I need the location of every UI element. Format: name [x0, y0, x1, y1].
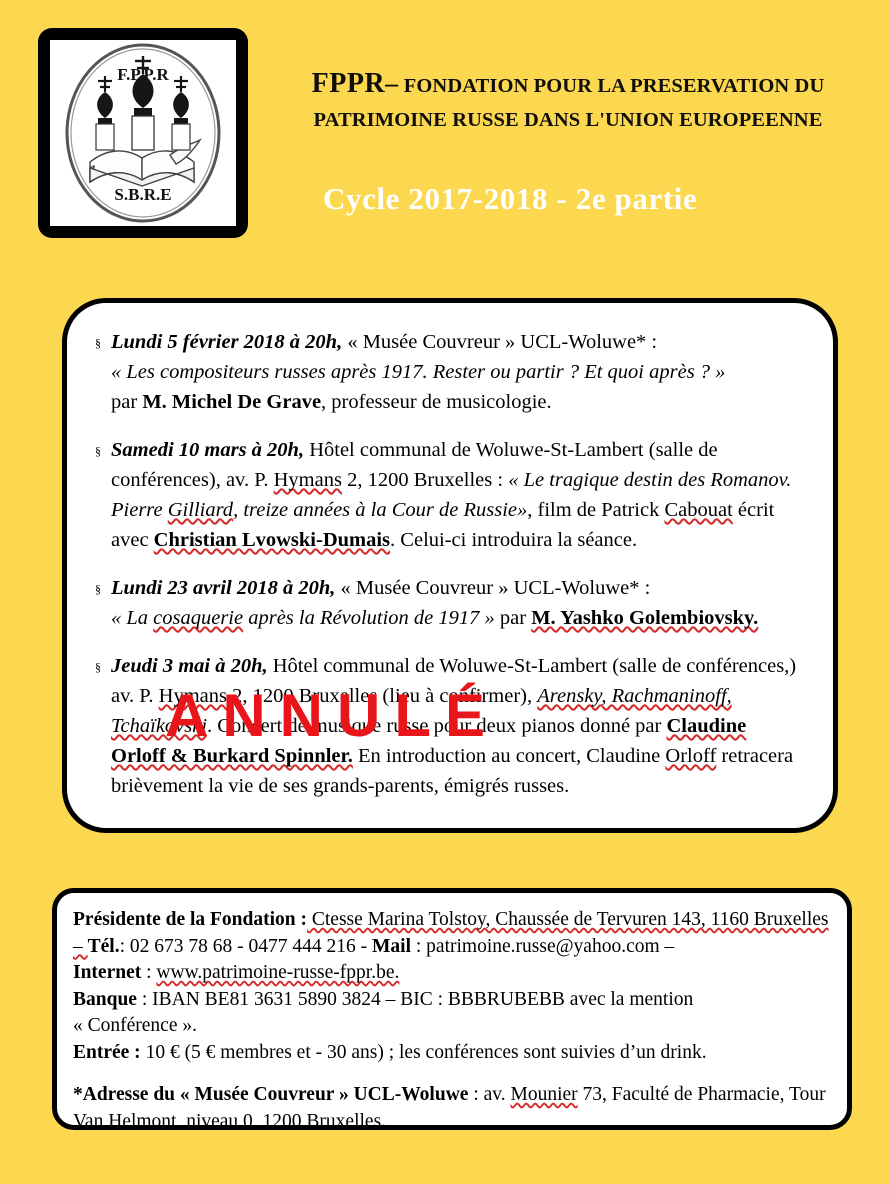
president-line: Présidente de la Fondation : Ctesse Mari…: [73, 907, 829, 960]
event-text-run: « Les compositeurs russes après 1917. Re…: [111, 361, 726, 383]
venue-street: Mounier: [510, 1084, 578, 1105]
event-text-run: Hymans: [273, 469, 342, 491]
event-datetime: Lundi 23 avril 2018 à 20h,: [111, 577, 336, 599]
event-text-run: Gilliard: [167, 499, 234, 521]
bank-mention-line: « Conférence ».: [73, 1015, 197, 1036]
event-item: § Jeudi 3 mai à 20h, Hôtel communal de Wo…: [85, 651, 803, 801]
event-text-run: « Musée Couvreur » UCL-Woluwe* :: [335, 577, 651, 599]
event-text-run: Cabouat: [664, 499, 733, 521]
organisation-title: FPPR– FONDATION POUR LA PRESERVATION DU …: [303, 64, 833, 135]
event-item: § Lundi 5 février 2018 à 20h, « Musée Cou…: [85, 327, 803, 417]
section-bullet-icon: §: [95, 336, 101, 350]
event-item: § Lundi 23 avril 2018 à 20h, « Musée Couv…: [85, 573, 803, 633]
fppr-logo: F.P.P.R: [38, 28, 248, 238]
cycle-subtitle: Cycle 2017-2018 - 2e partie: [323, 180, 698, 216]
event-datetime: Lundi 5 février 2018 à 20h,: [111, 331, 343, 353]
event-text-run: Arensky, Rachmaninoff, Tchaïkovski: [111, 685, 732, 737]
event-text-run: « La: [111, 607, 154, 629]
events-card: § Lundi 5 février 2018 à 20h, « Musée Cou…: [62, 298, 838, 833]
logo-bottom-label: S.B.R.E: [114, 185, 171, 204]
event-text: Samedi 10 mars à 20h, Hôtel communal de …: [111, 435, 803, 555]
tel-value: : 02 673 78 68 - 0477 444 216 -: [119, 935, 372, 957]
venue-address-value: 73, Faculté de Pharmacie, Tour Van Helmo…: [73, 1084, 826, 1130]
event-text-run: Hôtel communal de Woluwe-St-Lambert (sal…: [111, 655, 797, 707]
event-text-run: , professeur de musicologie.: [321, 391, 552, 413]
event-text-run: « Musée Couvreur » UCL-Woluwe* :: [342, 331, 658, 353]
event-text-run: M. Michel De Grave: [142, 391, 322, 413]
internet-label: Internet: [73, 962, 142, 983]
org-name-line1: FONDATION POUR LA PRESERVATION DU: [403, 75, 825, 97]
internet-separator: :: [141, 962, 157, 983]
president-name: Ctesse Marina Tolstoy, Chaussée de Tervu…: [73, 909, 829, 957]
event-text-run: par: [111, 391, 143, 413]
footer-spacer: [73, 1066, 829, 1082]
venue-address-line: *Adresse du « Musée Couvreur » UCL-Woluw…: [73, 1082, 829, 1130]
president-label: Présidente de la Fondation :: [73, 909, 307, 930]
venue-address-separator: : av.: [468, 1084, 511, 1105]
bank-value: : IBAN BE81 3631 5890 3824 – BIC : BBBRU…: [136, 988, 694, 1010]
org-abbreviation: FPPR: [311, 68, 386, 99]
event-text-run: M. Yashko Golembiovsky.: [531, 607, 759, 629]
event-text-run: Hymans: [158, 685, 227, 707]
event-datetime: Samedi 10 mars à 20h,: [111, 439, 305, 461]
section-bullet-icon: §: [95, 444, 101, 458]
bank-line: Banque : IBAN BE81 3631 5890 3824 – BIC …: [73, 987, 829, 1014]
section-bullet-icon: §: [95, 582, 101, 596]
event-text-run: 2, 1200 Bruxelles (lieu à confirmer),: [226, 685, 538, 707]
logo-inner-frame: F.P.P.R: [50, 40, 236, 226]
event-text-run: Christian Lvowski-Dumais: [153, 529, 391, 551]
event-text-run: En introduction au concert, Claudine: [352, 745, 666, 767]
section-bullet-icon: §: [95, 660, 101, 674]
event-text-run: . Concert de musique russe pour deux pia…: [207, 715, 667, 737]
event-text-run: , film de Patrick: [527, 499, 665, 521]
internet-line: Internet : www.patrimoine-russe-fppr.be.: [73, 960, 829, 987]
contact-card: Présidente de la Fondation : Ctesse Mari…: [52, 888, 852, 1130]
org-dash: –: [385, 69, 399, 98]
event-text-run: écrit avec: [111, 499, 775, 551]
mail-value: : patrimoine.russe@yahoo.com –: [411, 935, 675, 957]
event-text: Lundi 5 février 2018 à 20h, « Musée Couv…: [111, 327, 803, 417]
event-text-run: retracera brièvement la vie de ses grand…: [111, 745, 794, 797]
event-item: § Samedi 10 mars à 20h, Hôtel communal de…: [85, 435, 803, 555]
event-text-run: Claudine Orloff & Burkard Spinnler.: [111, 715, 747, 767]
entry-fee-line: Entrée : 10 € (5 € membres et - 30 ans) …: [73, 1040, 829, 1067]
venue-address-label: *Adresse du « Musée Couvreur » UCL-Woluw…: [73, 1084, 469, 1105]
entry-value: 10 € (5 € membres et - 30 ans) ; les con…: [140, 1041, 707, 1063]
event-text-run: . Celui-ci introduira la séance.: [390, 529, 638, 551]
tel-label: Tél.: [87, 935, 120, 957]
event-text-run: « Le tragique destin des Romanov. Pierre: [111, 469, 792, 521]
event-text-run: Hôtel communal de Woluwe-St-Lambert (sal…: [111, 439, 718, 491]
event-text-run: 2, 1200 Bruxelles :: [341, 469, 509, 491]
events-list: § Lundi 5 février 2018 à 20h, « Musée Cou…: [85, 327, 803, 801]
page-header: F.P.P.R: [0, 0, 889, 250]
event-text-run: par: [494, 607, 532, 629]
open-book-icon: [89, 138, 203, 187]
entry-label: Entrée :: [73, 1041, 141, 1063]
logo-artwork: F.P.P.R: [65, 43, 221, 223]
website-url[interactable]: www.patrimoine-russe-fppr.be.: [156, 962, 400, 983]
event-text-run: cosaquerie: [153, 607, 244, 629]
event-text: Lundi 23 avril 2018 à 20h, « Musée Couvr…: [111, 573, 803, 633]
event-text-run: , treize années à la Cour de Russie»: [233, 499, 528, 521]
event-text: Jeudi 3 mai à 20h, Hôtel communal de Wol…: [111, 651, 803, 801]
header-text-block: FPPR– FONDATION POUR LA PRESERVATION DU …: [248, 28, 889, 217]
bank-label: Banque: [73, 988, 137, 1010]
event-datetime: Jeudi 3 mai à 20h,: [111, 655, 268, 677]
event-text-run: Orloff: [665, 745, 717, 767]
org-name-line2: PATRIMOINE RUSSE DANS L'UNION EUROPEENNE: [313, 108, 823, 131]
mail-label: Mail: [372, 935, 411, 957]
event-text-run: après la Révolution de 1917 »: [243, 607, 495, 629]
onion-domes-icon: [95, 56, 191, 151]
